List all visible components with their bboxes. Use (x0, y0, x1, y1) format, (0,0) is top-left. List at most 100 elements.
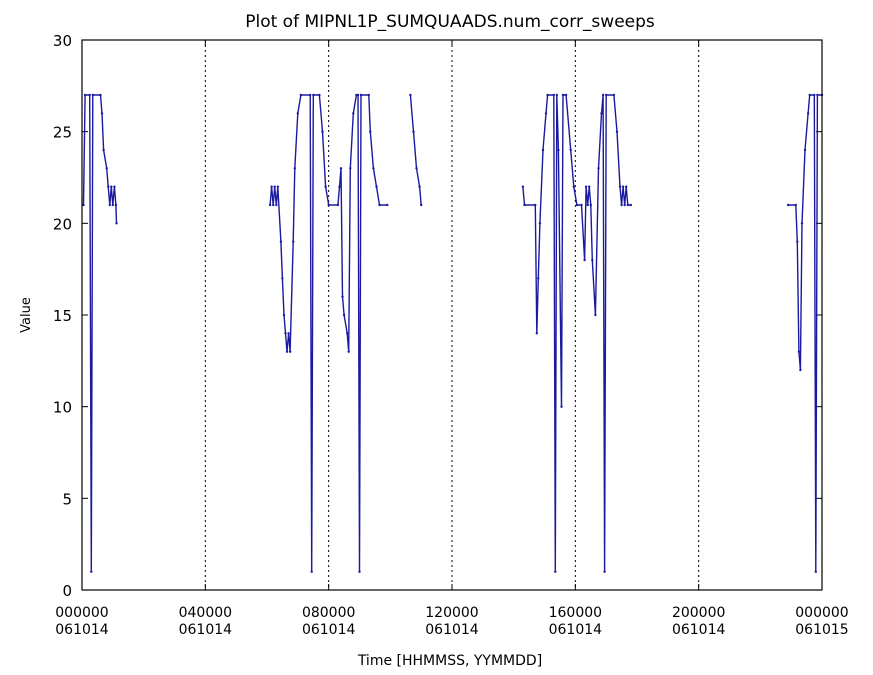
data-point (600, 112, 603, 115)
data-point (285, 350, 289, 353)
data-point (541, 148, 545, 152)
y-tick-label: 5 (62, 490, 72, 508)
data-point (339, 167, 343, 170)
data-point (557, 148, 560, 152)
data-point (561, 93, 565, 97)
data-point (268, 203, 272, 207)
x-tick-label-time: 040000 (179, 605, 232, 621)
data-point (296, 112, 299, 115)
data-point (113, 185, 116, 188)
data-point (324, 185, 327, 188)
data-point (808, 93, 811, 97)
data-point (272, 203, 275, 207)
x-tick-label-date: 061014 (425, 622, 479, 638)
chart-title: Plot of MIPNL1P_SUMQUAADS.num_corr_sweep… (245, 12, 655, 32)
x-tick-label-time: 000000 (795, 605, 848, 621)
data-point (347, 350, 350, 353)
x-axis-ticks: 0000000610140400000610140800000610141200… (55, 40, 849, 638)
data-point (588, 185, 591, 188)
data-point (356, 93, 360, 97)
data-point (601, 93, 605, 97)
data-point (591, 258, 594, 262)
data-point (794, 203, 797, 207)
data-point (100, 112, 104, 115)
y-tick-label: 0 (62, 582, 72, 600)
data-point (786, 203, 790, 207)
data-point (615, 130, 619, 133)
data-point (372, 167, 375, 170)
data-point (580, 203, 583, 207)
y-axis-label: Value (19, 297, 34, 333)
data-point (284, 332, 287, 335)
data-point (629, 203, 632, 207)
data-point (310, 570, 313, 573)
data-point (288, 350, 292, 353)
data-point (327, 203, 330, 207)
data-point (420, 203, 423, 207)
data-point (276, 185, 279, 188)
x-tick-label-date: 061014 (549, 622, 603, 638)
data-point (367, 93, 370, 97)
data-point (352, 112, 355, 115)
data-point (620, 203, 623, 207)
x-tick-label-date: 061015 (795, 622, 848, 638)
data-point (797, 350, 801, 353)
data-point (564, 93, 568, 97)
x-tick-label-date: 061014 (179, 622, 233, 638)
data-point (623, 203, 626, 207)
data-point (90, 570, 93, 573)
x-tick-label-date: 061014 (672, 622, 726, 638)
data-point (91, 93, 95, 97)
data-point (99, 93, 102, 97)
plot-frame (81, 39, 823, 591)
reference-lines (204, 40, 700, 590)
data-point (618, 185, 622, 188)
data-point (273, 185, 276, 188)
series-line (82, 94, 118, 573)
data-point (107, 185, 110, 188)
data-point (349, 167, 352, 170)
x-tick-label-time: 080000 (302, 605, 355, 621)
data-point (341, 295, 344, 298)
data-point (415, 167, 418, 170)
data-point (358, 570, 361, 573)
data-point (816, 93, 819, 97)
data-point (544, 112, 548, 115)
x-tick-label-date: 061014 (302, 622, 356, 638)
data-point (309, 93, 312, 97)
data-point (605, 93, 608, 97)
data-point (626, 203, 629, 207)
data-point (299, 93, 303, 97)
data-point (523, 203, 526, 207)
data-point (275, 203, 278, 207)
x-tick-label-time: 160000 (549, 605, 602, 621)
data-point (369, 130, 372, 133)
y-tick-label: 10 (53, 399, 72, 417)
y-tick-label: 30 (53, 32, 72, 50)
data-point (375, 185, 378, 188)
data-point (115, 222, 118, 225)
data-point (321, 130, 324, 133)
data-point (799, 368, 802, 372)
data-point (575, 203, 579, 207)
data-point (346, 332, 349, 335)
data-point (111, 203, 115, 207)
y-tick-label: 20 (53, 215, 72, 233)
data-point (546, 93, 549, 97)
data-point (535, 332, 538, 335)
data-point (813, 93, 816, 97)
x-tick-label-time: 200000 (672, 605, 725, 621)
data-point (110, 185, 113, 188)
data-point (282, 313, 286, 317)
data-point (102, 148, 105, 152)
data-point (534, 203, 537, 207)
data-point (594, 313, 597, 317)
data-point (82, 203, 85, 207)
data-point (318, 93, 321, 97)
data-point (560, 405, 563, 408)
data-point (418, 185, 421, 188)
data-point (586, 203, 589, 207)
y-tick-label: 25 (53, 124, 72, 142)
data-point (287, 332, 290, 335)
